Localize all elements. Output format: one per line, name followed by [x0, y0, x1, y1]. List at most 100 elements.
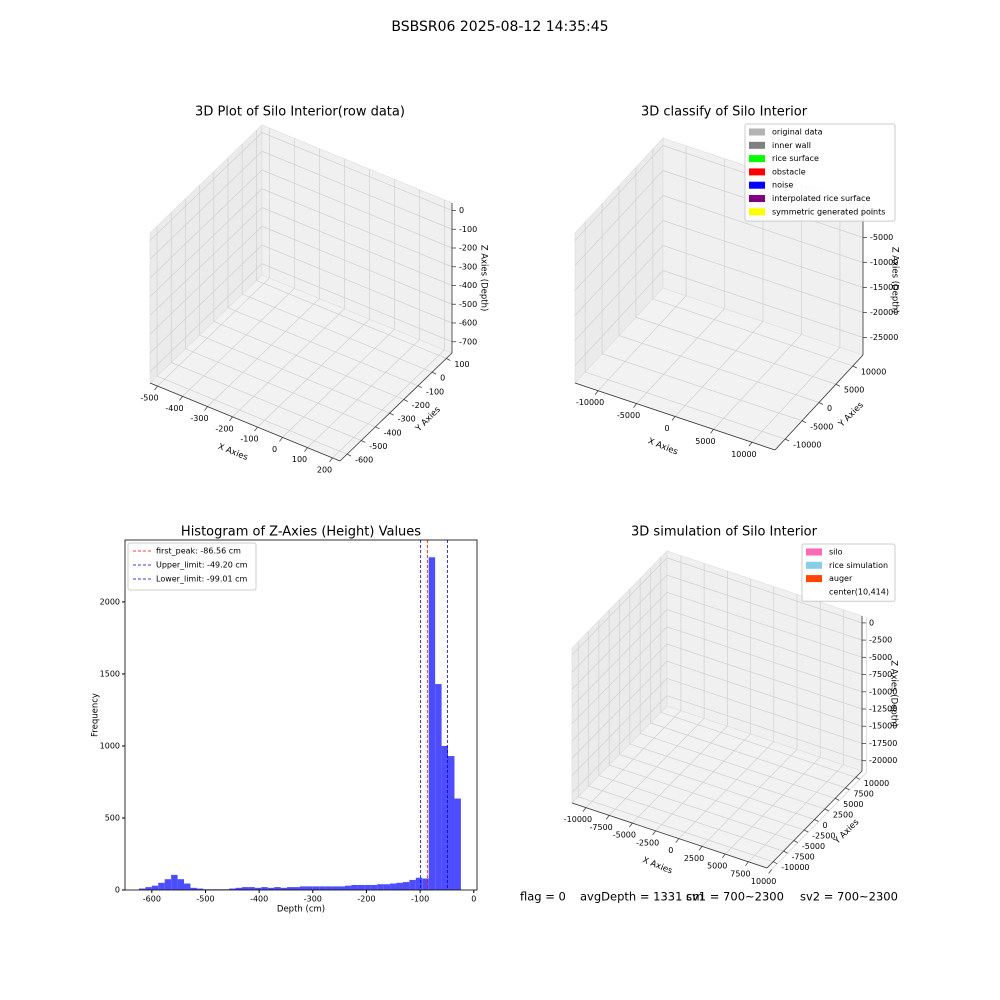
bar	[357, 884, 365, 890]
bar	[351, 884, 358, 890]
y-tick-label: -600	[355, 456, 373, 465]
chart-title: 3D Plot of Silo Interior(row data)	[195, 105, 405, 120]
y-tick-label: -5000	[802, 842, 825, 851]
x-tick	[594, 390, 599, 395]
chart-title: 3D classify of Silo Interior	[641, 105, 808, 120]
legend-label: obstacle	[772, 167, 806, 176]
z-tick-label: -12500	[869, 705, 897, 714]
bar	[383, 884, 391, 890]
x-tick-label: 0	[471, 895, 476, 904]
grid-line	[771, 772, 867, 870]
x-tick	[605, 815, 610, 820]
z-tick-label: -700	[459, 337, 477, 346]
legend-label: first_peak: -86.56 cm	[156, 547, 241, 556]
bar	[364, 884, 371, 890]
grid-line	[332, 349, 445, 459]
grid-line	[666, 592, 863, 658]
y-tick-label: 1500	[100, 669, 120, 678]
y-tick-label: -300	[398, 415, 416, 424]
legend-label: Upper_limit: -49.20 cm	[156, 561, 248, 570]
y-tick	[824, 808, 830, 812]
legend-label: center(10,414)	[829, 587, 889, 596]
chart-title: Histogram of Z-Axies (Height) Values	[181, 525, 421, 540]
grid-line	[666, 609, 863, 675]
grid-line	[199, 334, 390, 414]
y-tick-label: -200	[412, 401, 430, 410]
legend-label: rice simulation	[829, 561, 888, 570]
bar	[280, 887, 288, 890]
grid-line	[571, 695, 668, 793]
legend-swatch	[806, 548, 822, 556]
y-tick	[852, 365, 858, 369]
z-tick-label: -500	[459, 300, 477, 309]
grid-line	[571, 592, 668, 690]
grid-line	[571, 660, 668, 759]
grid-line	[149, 263, 263, 373]
grid-line	[571, 643, 668, 742]
y-axis-label: Y Axies	[832, 817, 862, 847]
bar	[441, 745, 449, 890]
x-tick-label: 200	[317, 465, 332, 474]
y-tick	[361, 440, 366, 443]
grid-line	[149, 207, 263, 316]
grid-line	[261, 225, 453, 305]
x-tick-label: -10000	[564, 815, 592, 824]
z-tick-label: -20000	[870, 308, 898, 317]
grid-line	[213, 321, 404, 400]
x-tick-label: 5000	[707, 862, 727, 871]
grid-line	[666, 626, 863, 693]
x-axis-label: Depth (cm)	[277, 905, 325, 915]
z-tick-label: -20000	[869, 756, 897, 765]
bar	[254, 887, 262, 890]
z-tick-label: -100	[459, 225, 477, 234]
bar	[241, 887, 249, 890]
z-tick-label: -15000	[869, 722, 897, 731]
y-tick-label: 1000	[100, 741, 120, 750]
grid-line	[232, 308, 345, 418]
grid-line	[574, 145, 664, 241]
bar	[190, 887, 197, 890]
grid-line	[662, 195, 864, 263]
bar	[435, 684, 442, 890]
x-tick-label: -500	[140, 394, 158, 403]
x-tick	[698, 846, 703, 851]
grid-line	[571, 574, 668, 673]
x-tick	[675, 838, 680, 843]
x-tick	[652, 830, 656, 836]
x-tick-label: 0	[664, 424, 669, 433]
x-tick	[633, 403, 637, 408]
bar	[138, 888, 146, 890]
x-tick	[229, 416, 233, 422]
y-tick	[783, 850, 788, 854]
y-tick-label: 10000	[861, 367, 886, 376]
bar	[267, 887, 275, 890]
grid-line	[261, 169, 453, 249]
bar	[332, 886, 339, 890]
z-tick-label: -2500	[869, 636, 892, 645]
bar	[306, 886, 313, 890]
x-tick-label: -200	[357, 895, 375, 904]
grid-line	[257, 318, 370, 428]
x-axis	[149, 382, 341, 462]
legend-label: inner wall	[772, 141, 811, 150]
x-tick-label: -200	[215, 424, 233, 433]
z-axis-label: Z Axies (Depth)	[889, 660, 899, 727]
x-tick	[710, 429, 714, 434]
grid-line	[261, 244, 453, 324]
x-axis-label: X Axies	[646, 436, 679, 457]
z-tick-label: -17500	[869, 739, 897, 748]
x-tick-label: -5000	[617, 411, 640, 420]
y-tick-label: -100	[426, 387, 444, 396]
z-tick-label: -15000	[870, 283, 898, 292]
grid-line	[207, 298, 320, 407]
y-tick-label: 500	[105, 813, 120, 822]
y-tick-label: 100	[454, 360, 469, 369]
x-tick	[254, 426, 258, 432]
bar	[196, 888, 204, 890]
bar	[370, 884, 378, 890]
grid-line	[571, 678, 668, 776]
x-tick	[204, 406, 208, 411]
grid-line	[629, 743, 825, 810]
grid-line	[635, 316, 837, 385]
bar	[428, 557, 436, 890]
